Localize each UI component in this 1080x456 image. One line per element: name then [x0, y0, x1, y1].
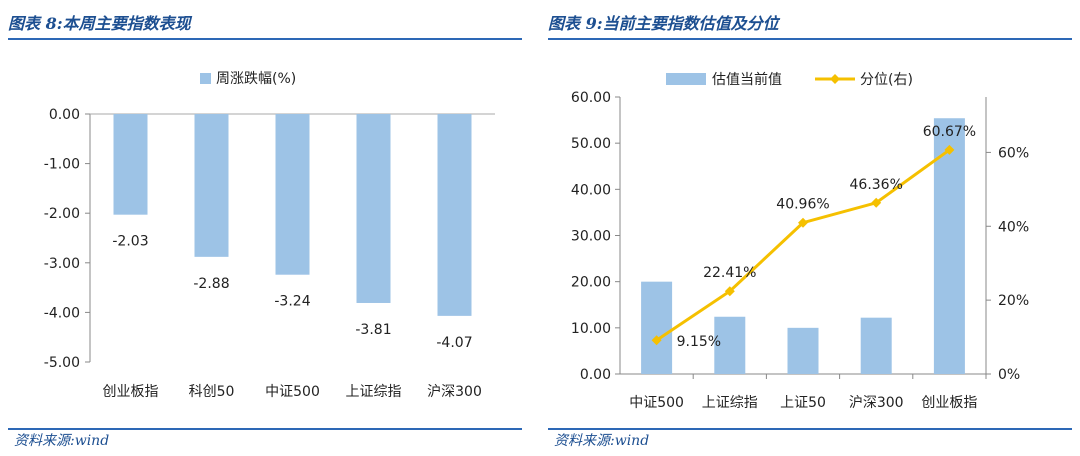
y-left-tick-label: 30.00 — [571, 229, 611, 245]
y-tick-label: -1.00 — [44, 157, 80, 173]
bar — [933, 118, 965, 374]
y-left-tick-label: 50.00 — [571, 136, 611, 152]
data-label: -3.81 — [355, 322, 391, 338]
y-tick-label: 0.00 — [49, 107, 80, 123]
line-point — [724, 286, 735, 297]
line-data-label: 22.41% — [703, 265, 756, 281]
y-right-tick-label: 40% — [998, 219, 1029, 235]
source-note: 资料来源:wind — [14, 433, 110, 449]
line-data-label: 60.67% — [923, 124, 976, 140]
data-label: -2.88 — [193, 276, 229, 292]
data-label: -2.03 — [112, 234, 148, 250]
title-divider — [8, 38, 522, 40]
x-tick-label: 中证500 — [629, 395, 684, 411]
bar — [437, 114, 472, 316]
source-divider — [548, 428, 1072, 430]
legend-marker — [830, 74, 840, 84]
bar — [860, 317, 892, 374]
y-tick-label: -2.00 — [44, 206, 80, 222]
x-tick-label: 沪深300 — [849, 395, 904, 411]
x-tick-label: 沪深300 — [427, 384, 482, 400]
right-chart-panel: 图表 9:当前主要指数估值及分位 估值当前值 分位(右) 0.00 10.00 20.0… — [540, 0, 1080, 456]
legend-swatch-bar — [666, 73, 706, 85]
percentile-line — [655, 148, 951, 342]
data-label: -3.24 — [274, 294, 310, 310]
y-left-tick-label: 0.00 — [580, 367, 611, 383]
chart-title: 图表 9:当前主要指数估值及分位 — [548, 14, 779, 33]
y-left-tick-label: 60.00 — [571, 90, 611, 106]
line-data-label: 46.36% — [850, 177, 903, 193]
legend-label: 周涨跌幅(%) — [216, 71, 296, 87]
valuation-combo-chart: 估值当前值 分位(右) 0.00 10.00 20.00 30.00 40.00 50.00 6… — [571, 71, 1029, 411]
bar — [113, 114, 148, 215]
x-tick-label: 中证500 — [265, 384, 320, 400]
data-label: -4.07 — [436, 335, 472, 351]
source-divider — [8, 428, 522, 430]
y-tick-label: -5.00 — [44, 355, 80, 371]
line-point — [944, 144, 955, 155]
y-left-tick-label: 20.00 — [571, 275, 611, 291]
legend-label: 分位(右) — [860, 72, 913, 88]
x-tick-label: 上证50 — [780, 395, 826, 411]
line-point — [871, 197, 882, 208]
legend-label: 估值当前值 — [712, 71, 782, 88]
legend-swatch — [200, 73, 211, 84]
chart-title: 图表 8:本周主要指数表现 — [8, 14, 191, 33]
line-data-label: 9.15% — [677, 334, 721, 350]
x-tick-label: 上证综指 — [702, 395, 758, 411]
x-tick-label: 上证综指 — [346, 384, 402, 400]
bar — [194, 114, 229, 257]
bar — [714, 316, 746, 374]
y-tick-label: -3.00 — [44, 256, 80, 272]
title-divider — [548, 38, 1072, 40]
left-chart-panel: 图表 8:本周主要指数表现 周涨跌幅(%) 0.00 -1.00 -2.00 -3.00… — [0, 0, 530, 456]
y-right-tick-label: 60% — [998, 145, 1029, 161]
line-data-label: 40.96% — [776, 197, 829, 213]
y-left-tick-label: 10.00 — [571, 321, 611, 337]
line-point — [651, 335, 662, 346]
y-tick-label: -4.00 — [44, 305, 80, 321]
weekly-change-bar-chart: 周涨跌幅(%) 0.00 -1.00 -2.00 -3.00 -4.00 -5.00 -2.0… — [44, 71, 495, 400]
bar — [787, 327, 819, 374]
bar — [275, 114, 310, 275]
source-note: 资料来源:wind — [554, 433, 650, 449]
y-left-tick-label: 40.00 — [571, 182, 611, 198]
y-right-tick-label: 20% — [998, 293, 1029, 309]
bar — [641, 281, 673, 374]
x-tick-label: 创业板指 — [921, 395, 977, 411]
line-point — [798, 217, 808, 228]
bar — [356, 114, 391, 303]
y-right-tick-label: 0% — [998, 367, 1020, 383]
x-tick-label: 创业板指 — [103, 384, 159, 400]
x-tick-label: 科创50 — [189, 384, 235, 400]
